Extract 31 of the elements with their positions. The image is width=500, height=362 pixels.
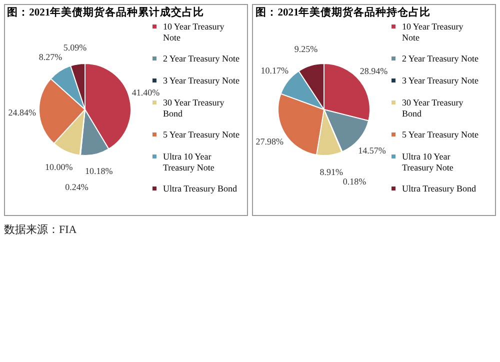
legend-label: 30 Year Treasury Bond [163,98,225,118]
data-label: 28.94% [360,66,388,76]
chart-title: 图：2021年美债期货各品种持仓占比 [256,6,431,18]
legend-label: Ultra 10 Year Treasury Note [163,152,214,172]
legend-label: 10 Year Treasury Note [163,22,225,42]
data-label: 41.40% [132,88,160,98]
legend-label: 5 Year Treasury Note [402,130,479,140]
data-label: 5.09% [63,42,88,52]
data-label: 14.57% [358,145,386,156]
legend-label: 3 Year Treasury Note [163,76,240,86]
data-label: 0.24% [65,182,89,192]
legend-label: 2 Year Treasury Note [402,54,479,64]
legend-label: 5 Year Treasury Note [163,130,240,140]
legend-label: Ultra Treasury Bond [402,184,476,194]
data-label: 27.98% [256,136,284,146]
legend-label: 30 Year Treasury Bond [402,98,464,118]
legend-label: 10 Year Treasury Note [402,22,464,42]
data-label: 24.84% [8,108,36,118]
data-label: 10.17% [260,65,289,76]
legend-label: Ultra 10 Year Treasury Note [402,152,454,172]
data-label: 10.00% [44,162,74,172]
legend-label: Ultra Treasury Bond [163,184,238,194]
legend-label: 2 Year Treasury Note [163,54,240,64]
chart-title: 图：2021年美债期货各品种累计成交占比 [7,6,204,18]
data-label: 9.25% [294,44,318,54]
data-label: 0.18% [342,176,367,186]
legend-label: 3 Year Treasury Note [402,76,479,86]
data-label: 10.18% [84,166,114,176]
data-label: 8.91% [320,167,344,178]
data-label: 8.27% [38,52,63,62]
source-note: 数据来源：FIA [4,223,78,237]
